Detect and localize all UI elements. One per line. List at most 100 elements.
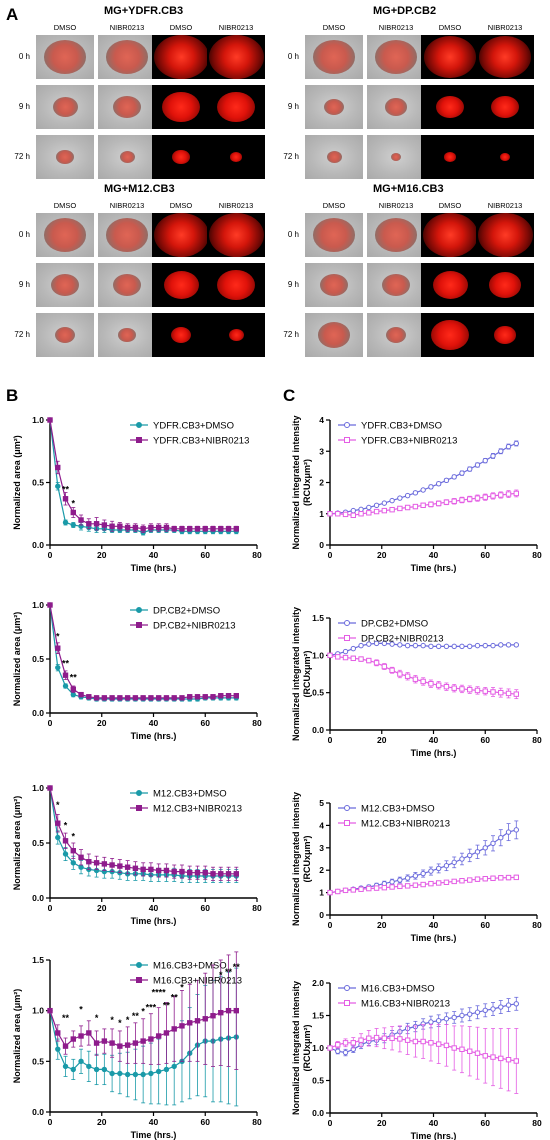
brightfield-image: [305, 85, 363, 129]
legend-label: YDFR.CB3+DMSO: [361, 421, 442, 432]
significance-marker: **: [233, 962, 241, 972]
y-tick-label: 0: [319, 540, 324, 550]
data-point: [132, 871, 139, 877]
microscopy-row-label: 72 h: [14, 330, 30, 339]
data-point: [179, 873, 185, 879]
x-tick-label: 80: [532, 735, 542, 745]
fluorescence-image: [207, 85, 265, 129]
data-point: [435, 880, 442, 886]
data-point: [397, 1029, 403, 1035]
data-point: [373, 1034, 380, 1041]
data-point: [443, 879, 450, 885]
data-point: [389, 884, 395, 890]
data-point: [358, 506, 364, 513]
data-point: [381, 663, 388, 670]
data-point: [381, 884, 388, 891]
data-point: [171, 527, 177, 533]
x-axis-label: Time (hrs.): [131, 563, 177, 573]
y-axis-label: Normalized integrated intensity(RCUxμm²): [291, 981, 312, 1115]
data-point: [132, 524, 139, 531]
data-point: [381, 640, 388, 647]
legend-label: DP.CB2+NIBR0213: [153, 621, 235, 632]
panel-letter-c: C: [283, 386, 296, 405]
data-point: [109, 523, 115, 529]
fluorescence-image: [152, 263, 210, 307]
x-tick-label: 0: [48, 718, 53, 728]
data-point: [62, 851, 69, 857]
microscopy-column-label: NIBR0213: [109, 23, 145, 32]
spheroid: [326, 151, 342, 163]
data-point: [482, 642, 488, 649]
data-point: [47, 602, 53, 608]
microscopy-row-label: 9 h: [287, 280, 299, 289]
data-point: [498, 1004, 504, 1010]
spheroid: [51, 274, 79, 296]
brightfield-image: [367, 135, 425, 179]
data-point: [327, 511, 333, 517]
data-point: [194, 870, 201, 876]
brightfield-image: [305, 213, 363, 257]
data-point: [412, 1038, 419, 1045]
microscopy-column-label: NIBR0213: [487, 201, 523, 210]
spheroid: [229, 152, 243, 162]
data-point: [194, 694, 201, 700]
spheroid: [478, 36, 532, 78]
data-point: [373, 660, 380, 666]
microscopy-column-label: DMSO: [322, 23, 346, 32]
significance-marker: **: [163, 1001, 171, 1011]
y-tick-label: 1.5: [312, 613, 324, 623]
data-point: [474, 687, 481, 694]
x-tick-label: 80: [252, 1117, 262, 1127]
data-point: [47, 1007, 53, 1014]
data-point: [435, 643, 442, 650]
data-point: [62, 683, 69, 689]
series-line: [49, 1010, 237, 1048]
brightfield-image: [367, 263, 425, 307]
data-point: [163, 872, 170, 878]
microscopy-column-label: DMSO: [169, 23, 193, 32]
spheroid: [374, 40, 418, 74]
data-point: [233, 1007, 240, 1014]
data-point: [490, 1006, 496, 1012]
data-point: [327, 889, 333, 896]
data-point: [140, 529, 146, 536]
brightfield-image: [367, 213, 425, 257]
microscopy-column-label: DMSO: [438, 23, 462, 32]
data-point: [171, 1026, 177, 1032]
data-point: [101, 868, 108, 875]
data-point: [117, 695, 123, 701]
data-point: [350, 655, 356, 662]
legend-marker: [344, 422, 350, 428]
data-point: [490, 1054, 496, 1060]
data-point: [451, 1014, 457, 1021]
significance-marker: **: [132, 1011, 140, 1021]
data-point: [233, 526, 240, 532]
data-point: [366, 885, 372, 892]
microscopy-group-title: MG+YDFR.CB3: [104, 5, 184, 17]
x-axis-label: Time (hrs.): [411, 748, 457, 758]
data-point: [389, 1035, 395, 1041]
data-point: [124, 524, 131, 531]
data-point: [218, 873, 224, 879]
data-point: [420, 881, 426, 888]
data-point: [187, 526, 193, 532]
data-point: [342, 509, 349, 515]
x-tick-label: 20: [97, 903, 107, 913]
data-point: [47, 417, 53, 423]
legend-marker: [136, 977, 142, 983]
microscopy-row-label: 9 h: [18, 102, 30, 111]
data-point: [381, 880, 388, 887]
fluorescence-image: [421, 35, 479, 79]
y-tick-label: 0.5: [32, 478, 44, 488]
data-point: [404, 883, 411, 889]
data-point: [124, 871, 131, 877]
data-point: [420, 1021, 426, 1027]
spheroid: [153, 213, 209, 257]
microscopy-row-label: 0 h: [18, 230, 30, 239]
data-point: [78, 523, 84, 529]
legend-marker: [344, 635, 350, 641]
data-point: [109, 862, 115, 868]
microscopy-group-title: MG+DP.CB2: [373, 5, 437, 17]
data-point: [132, 696, 139, 702]
spheroid: [384, 98, 408, 116]
